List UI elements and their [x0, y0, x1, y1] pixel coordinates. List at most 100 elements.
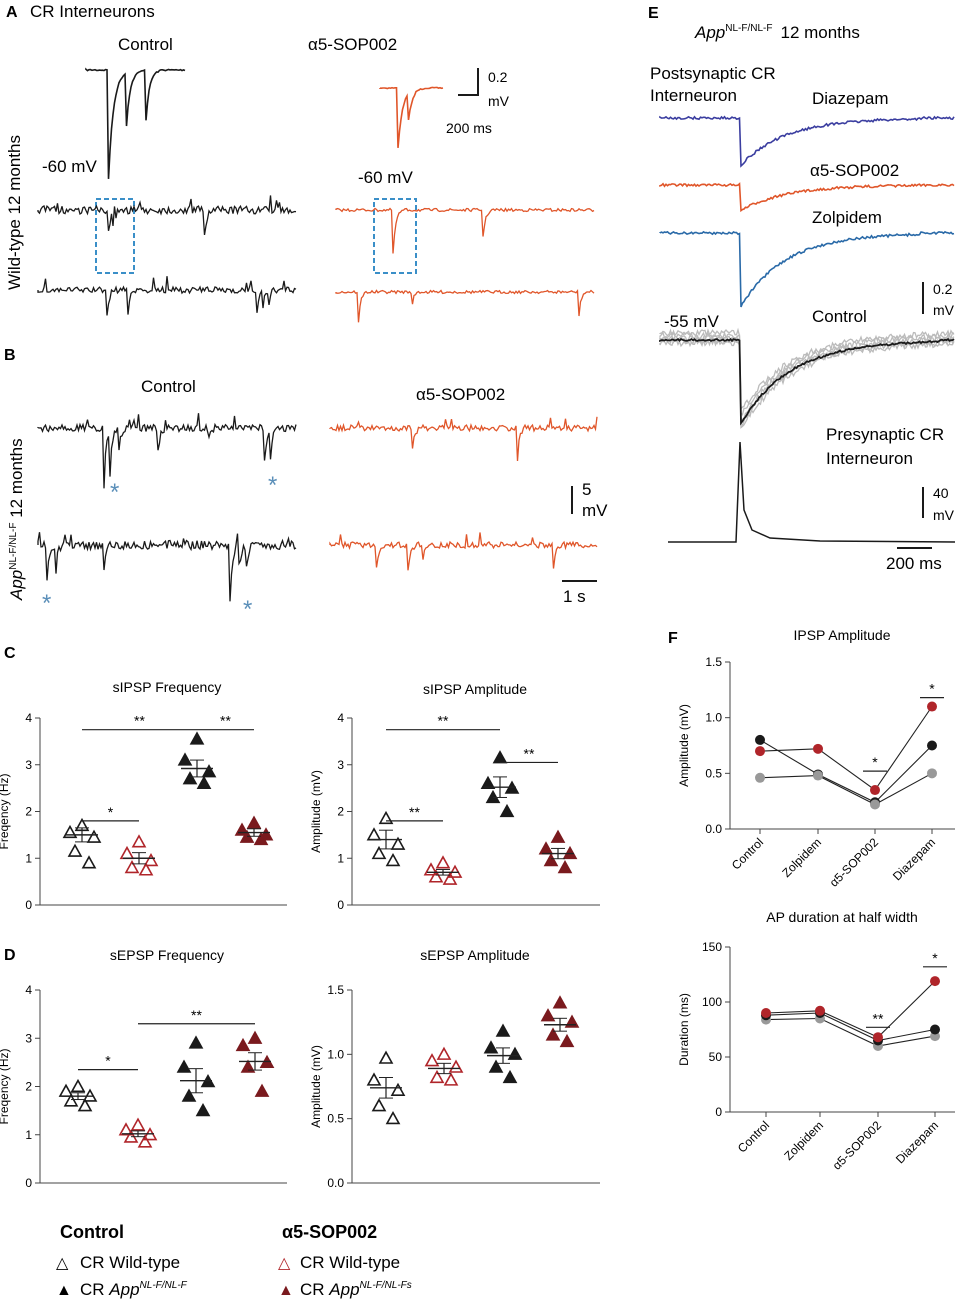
panel-e-post-line2: Interneuron	[650, 86, 737, 105]
panel-a-scale-t: 200 ms	[446, 120, 492, 136]
data-point	[366, 827, 382, 841]
y-axis-label: Freqency (Hz)	[0, 1048, 11, 1124]
panel-b-control-label: Control	[141, 377, 196, 396]
data-point	[499, 803, 515, 818]
data-point	[552, 995, 568, 1009]
data-point	[442, 871, 458, 885]
data-point	[247, 1030, 263, 1044]
legend-sop-app-sup: NL-F/NL-Fs	[360, 1280, 412, 1291]
data-point	[557, 859, 573, 874]
sig-label: **	[220, 713, 231, 729]
data-point	[63, 1093, 79, 1107]
chart-title: sIPSP Frequency	[113, 679, 222, 695]
legend-control-app-main: App	[108, 1280, 139, 1299]
data-point	[495, 1023, 511, 1037]
panel-e-mv: -55 mV	[664, 312, 719, 331]
trace-e-sop	[659, 182, 955, 213]
legend-sop-app-symbol: ▲	[278, 1282, 294, 1299]
panel-e-scale-v1-unit: mV	[933, 302, 955, 318]
panel-b-scale-v-unit: mV	[582, 501, 608, 520]
panel-e-pre-line2: Interneuron	[826, 449, 913, 468]
sig-label: *	[105, 1053, 111, 1069]
panel-b-row-label-rest: 12 months	[7, 438, 26, 522]
sig-label: **	[409, 804, 420, 820]
panel-e-scale-v2: 40	[933, 485, 949, 501]
panel-b-scale-t: 1 s	[563, 587, 586, 606]
y-tick-label: 2	[25, 1080, 32, 1094]
trace-a-control-zoom	[85, 67, 186, 179]
y-tick-label: 0	[25, 898, 32, 912]
chart-title: IPSP Amplitude	[793, 627, 890, 643]
trace-e-action-potential	[668, 441, 956, 543]
sig-label: **	[438, 713, 449, 729]
trace-b-sop-1	[329, 416, 598, 462]
data-point	[423, 862, 439, 876]
y-tick-label: 3	[25, 758, 32, 772]
series-point	[930, 1024, 940, 1035]
data-point	[483, 1040, 499, 1054]
y-tick-label: 1	[337, 851, 344, 865]
data-point	[390, 836, 406, 850]
legend-control-head: Control	[60, 1222, 124, 1242]
data-point	[543, 852, 559, 867]
data-point	[62, 824, 78, 839]
data-point	[485, 789, 501, 804]
x-tick-label: Diazepam	[890, 835, 938, 883]
data-point	[86, 829, 102, 843]
data-point	[436, 1046, 452, 1060]
series-line	[765, 1012, 936, 1042]
panel-b-row-label-main: App	[7, 570, 26, 601]
data-point	[81, 855, 97, 869]
chart-sipsp-amplitude: sIPSP Amplitude 0 1 2 3 4 Amplitude (mV) ** ** **	[309, 681, 600, 912]
data-point	[196, 775, 212, 790]
panel-e-header: AppNL-F/NL-F 12 months	[694, 23, 860, 42]
data-point	[378, 1050, 394, 1064]
data-point	[385, 852, 401, 867]
trace-e-zolpidem	[659, 230, 955, 308]
panel-e-header-sup: NL-F/NL-F	[725, 23, 772, 34]
panel-e-letter: E	[648, 5, 659, 22]
y-axis-label: Duration (ms)	[677, 993, 691, 1066]
data-point	[181, 1088, 197, 1102]
panel-b-asterisk-4: *	[243, 596, 252, 623]
series-point	[813, 743, 823, 754]
data-point	[240, 1059, 256, 1073]
y-tick-label: 4	[25, 983, 32, 997]
y-axis-label: Freqency (Hz)	[0, 773, 11, 849]
data-point	[118, 1122, 134, 1136]
data-point	[188, 1035, 204, 1049]
trace-a-sop-zoom	[379, 86, 444, 148]
y-tick-label: 0	[715, 1105, 722, 1119]
panel-a-mv-control: -60 mV	[42, 157, 97, 176]
chart-title: sIPSP Amplitude	[423, 681, 527, 697]
data-point	[77, 1098, 93, 1112]
y-tick-label: 1.5	[705, 655, 722, 669]
series-point	[813, 770, 823, 781]
data-point	[443, 1072, 459, 1086]
sig-label: **	[873, 1010, 884, 1026]
series-point	[755, 734, 765, 745]
y-tick-label: 0	[337, 898, 344, 912]
trace-b-control-1	[37, 413, 297, 489]
y-tick-label: 0.0	[327, 1176, 344, 1190]
sig-label: *	[929, 681, 935, 697]
y-tick-label: 1	[25, 851, 32, 865]
trace-e-control-sweep	[659, 335, 955, 427]
series-line	[759, 706, 933, 791]
sig-label: *	[872, 754, 878, 770]
data-point	[119, 845, 135, 860]
series-point	[873, 1032, 883, 1043]
panel-d-letter: D	[4, 947, 16, 964]
data-point	[70, 1078, 86, 1093]
panel-a-scalebar	[458, 68, 479, 96]
panel-b-row-label: AppNL-F/NL-F 12 months	[7, 438, 26, 601]
data-point	[559, 1033, 575, 1048]
trace-a-control-2	[37, 276, 297, 316]
y-tick-label: 0.5	[327, 1112, 344, 1126]
chart-ap-duration: AP duration at half width 0 50 100 150 Durati…	[677, 909, 955, 1173]
trace-b-control-2	[37, 532, 297, 602]
series-line	[765, 1017, 936, 1047]
series-point	[870, 799, 880, 810]
series-line	[759, 739, 933, 803]
